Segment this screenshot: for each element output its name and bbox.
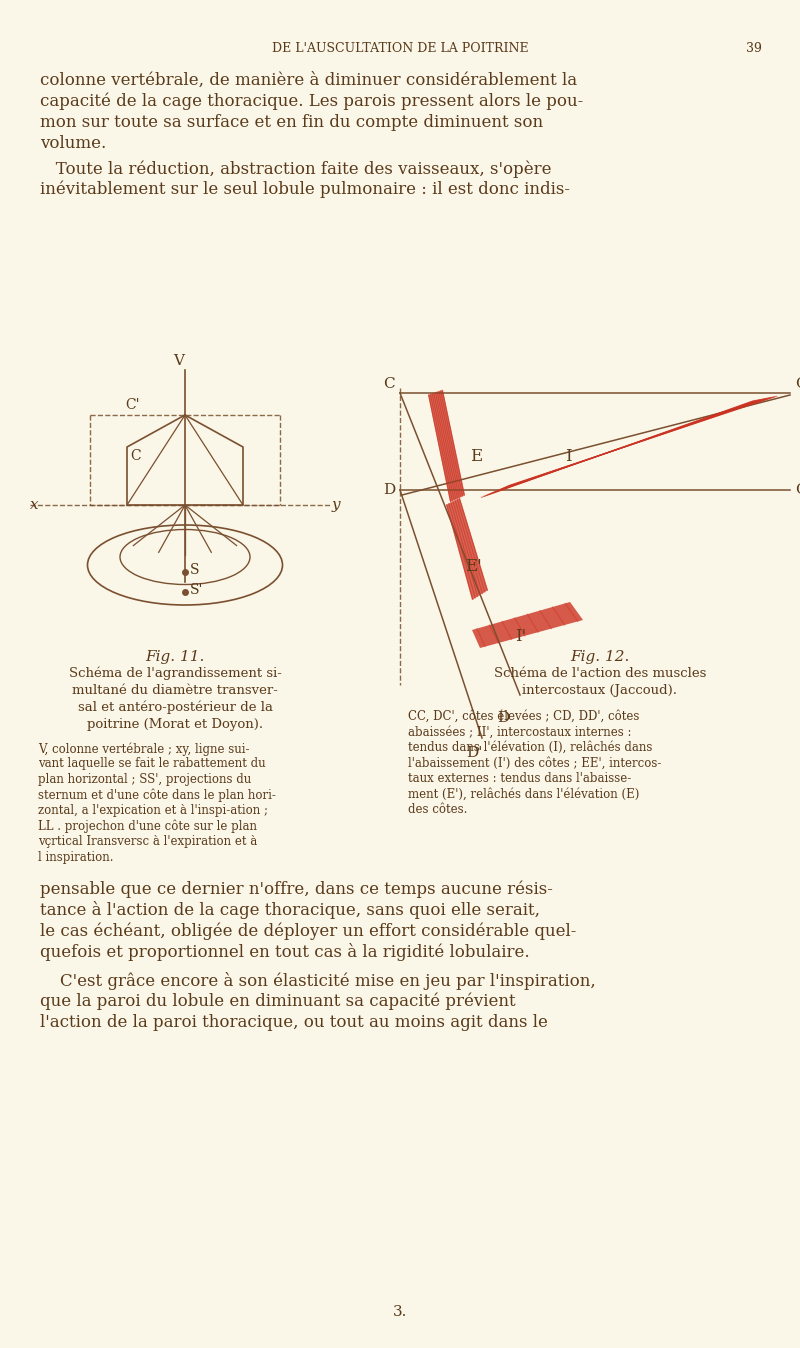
Text: C': C' <box>795 483 800 497</box>
Text: pensable que ce dernier n'offre, dans ce temps aucune résis-: pensable que ce dernier n'offre, dans ce… <box>40 880 553 898</box>
Text: E: E <box>470 448 482 465</box>
Text: x: x <box>30 497 38 512</box>
Text: intercostaux (Jaccoud).: intercostaux (Jaccoud). <box>522 683 678 697</box>
Text: vant laquelle se fait le rabattement du: vant laquelle se fait le rabattement du <box>38 758 266 771</box>
Text: y: y <box>332 497 341 512</box>
Polygon shape <box>446 497 488 600</box>
Text: V: V <box>174 355 185 368</box>
Polygon shape <box>428 390 465 501</box>
Text: ment (E'), relâchés dans l'élévation (E): ment (E'), relâchés dans l'élévation (E) <box>408 787 639 801</box>
Text: que la paroi du lobule en diminuant sa capacité prévient: que la paroi du lobule en diminuant sa c… <box>40 993 516 1011</box>
Text: S': S' <box>190 582 203 597</box>
Text: volume.: volume. <box>40 135 106 152</box>
Text: 39: 39 <box>746 42 762 55</box>
Text: D: D <box>382 483 395 497</box>
Text: C: C <box>795 377 800 391</box>
Text: l'abaissement (I') des côtes ; EE', intercos-: l'abaissement (I') des côtes ; EE', inte… <box>408 756 662 770</box>
Text: Schéma de l'agrandissement si-: Schéma de l'agrandissement si- <box>69 667 282 681</box>
Text: E': E' <box>465 558 482 576</box>
Text: CC, DC', côtes élevées ; CD, DD', côtes: CC, DC', côtes élevées ; CD, DD', côtes <box>408 710 639 723</box>
Text: sal et antéro-postérieur de la: sal et antéro-postérieur de la <box>78 701 273 714</box>
Text: 3.: 3. <box>393 1305 407 1318</box>
Text: des côtes.: des côtes. <box>408 803 467 816</box>
Text: C': C' <box>126 398 140 412</box>
Text: l inspiration.: l inspiration. <box>38 851 114 864</box>
Text: abaissées ; II', intercostaux internes :: abaissées ; II', intercostaux internes : <box>408 725 631 739</box>
Text: mon sur toute sa surface et en fin du compte diminuent son: mon sur toute sa surface et en fin du co… <box>40 115 543 131</box>
Text: quefois et proportionnel en tout cas à la rigidité lobulaire.: quefois et proportionnel en tout cas à l… <box>40 944 530 961</box>
Text: inévitablement sur le seul lobule pulmonaire : il est donc indis-: inévitablement sur le seul lobule pulmon… <box>40 181 570 198</box>
Text: D': D' <box>466 745 482 760</box>
Text: I': I' <box>515 628 526 644</box>
Polygon shape <box>472 603 583 648</box>
Text: LL . projechon d'une côte sur le plan: LL . projechon d'une côte sur le plan <box>38 820 257 833</box>
Text: C: C <box>383 377 395 391</box>
Text: Toute la réduction, abstraction faite des vaisseaux, s'opère: Toute la réduction, abstraction faite de… <box>40 160 551 178</box>
Text: le cas échéant, obligée de déployer un effort considérable quel-: le cas échéant, obligée de déployer un e… <box>40 922 576 940</box>
Polygon shape <box>480 396 778 497</box>
Text: I: I <box>565 448 572 465</box>
Text: S: S <box>190 563 199 577</box>
Text: vçrtical Iransversc à l'expiration et à: vçrtical Iransversc à l'expiration et à <box>38 834 258 848</box>
Text: plan horizontal ; SS', projections du: plan horizontal ; SS', projections du <box>38 772 251 786</box>
Text: capacité de la cage thoracique. Les parois pressent alors le pou-: capacité de la cage thoracique. Les paro… <box>40 93 583 111</box>
Text: sternum et d'une côte dans le plan hori-: sternum et d'une côte dans le plan hori- <box>38 789 276 802</box>
Text: C: C <box>130 449 141 462</box>
Text: taux externes : tendus dans l'abaisse-: taux externes : tendus dans l'abaisse- <box>408 772 631 785</box>
Text: zontal, a l'expication et à l'inspi-ation ;: zontal, a l'expication et à l'inspi-atio… <box>38 803 268 817</box>
Text: poitrine (Morat et Doyon).: poitrine (Morat et Doyon). <box>87 718 263 731</box>
Text: Fig. 12.: Fig. 12. <box>570 650 630 665</box>
Text: D: D <box>497 710 510 725</box>
Text: Schéma de l'action des muscles: Schéma de l'action des muscles <box>494 667 706 679</box>
Text: tendus dans l'élévation (I), relâchés dans: tendus dans l'élévation (I), relâchés da… <box>408 741 652 754</box>
Text: colonne vertébrale, de manière à diminuer considérablement la: colonne vertébrale, de manière à diminue… <box>40 71 577 89</box>
Text: V, colonne vertébrale ; xy, ligne sui-: V, colonne vertébrale ; xy, ligne sui- <box>38 741 250 755</box>
Text: l'action de la paroi thoracique, ou tout au moins agit dans le: l'action de la paroi thoracique, ou tout… <box>40 1014 548 1031</box>
Text: C'est grâce encore à son élasticité mise en jeu par l'inspiration,: C'est grâce encore à son élasticité mise… <box>60 972 596 989</box>
Text: tance à l'action de la cage thoracique, sans quoi elle serait,: tance à l'action de la cage thoracique, … <box>40 900 540 919</box>
Text: Fig. 11.: Fig. 11. <box>146 650 205 665</box>
Text: DE L'AUSCULTATION DE LA POITRINE: DE L'AUSCULTATION DE LA POITRINE <box>272 42 528 55</box>
Text: multané du diamètre transver-: multané du diamètre transver- <box>72 683 278 697</box>
